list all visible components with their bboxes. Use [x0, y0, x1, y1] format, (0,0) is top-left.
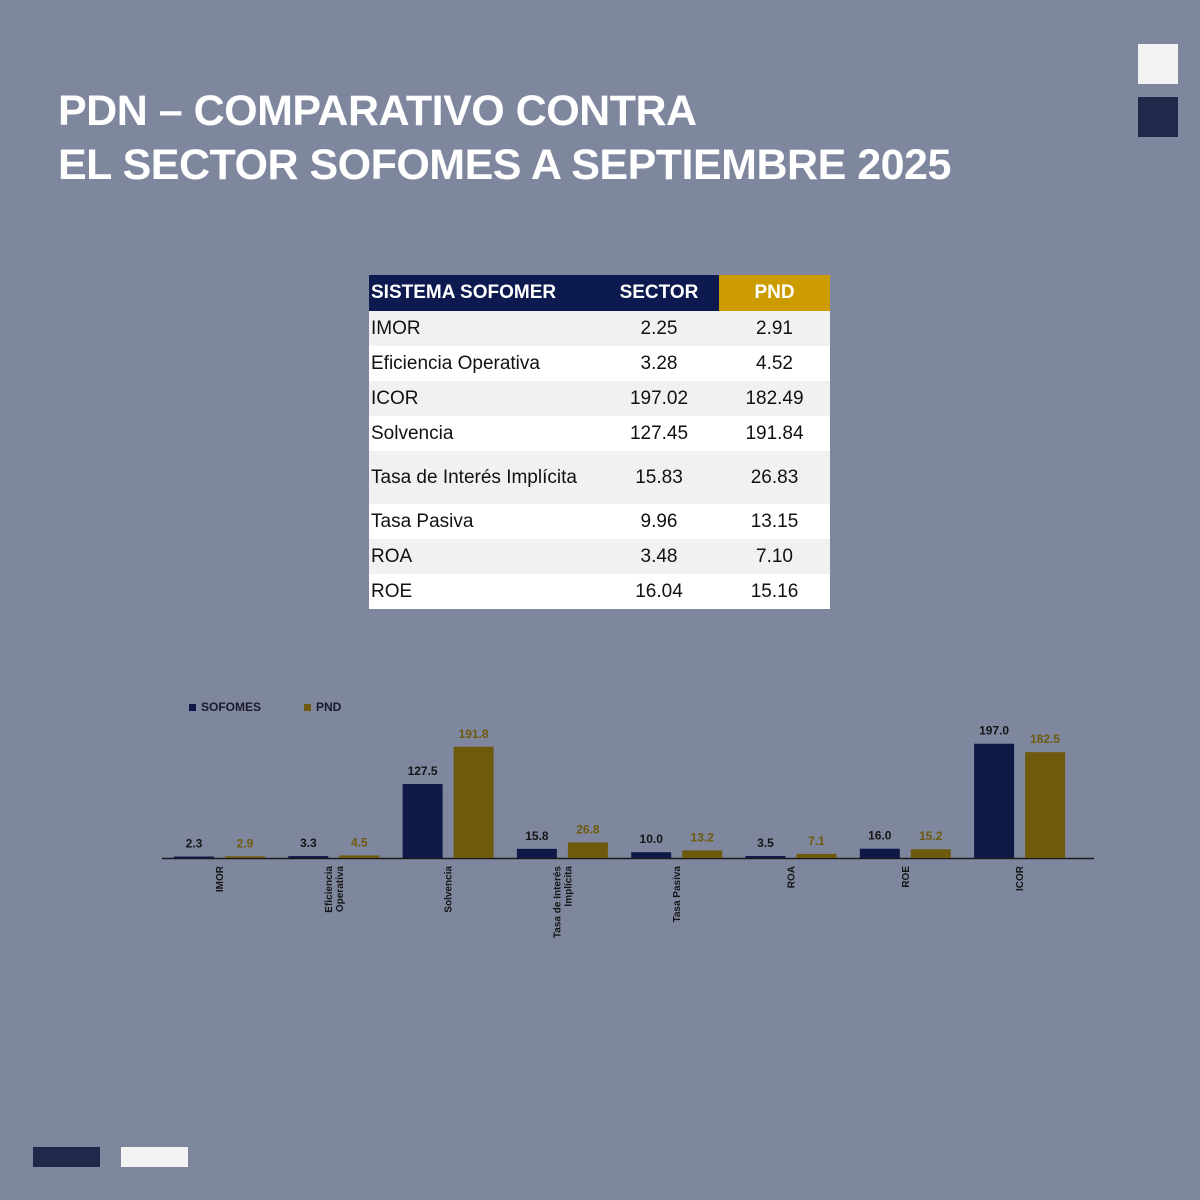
bar-pnd — [1025, 752, 1066, 858]
row-pnd: 4.52 — [719, 346, 830, 381]
table-header-row: SISTEMA SOFOMER SECTOR PND — [369, 275, 830, 311]
bar-sofomes — [174, 856, 214, 858]
header-pnd: PND — [719, 275, 830, 311]
bar-sofomes — [974, 743, 1015, 858]
table-row: Eficiencia Operativa 3.28 4.52 — [369, 346, 830, 381]
data-label-sofomes: 16.0 — [868, 829, 892, 843]
decorative-square-white — [1138, 44, 1178, 84]
row-pnd: 13.15 — [719, 504, 830, 539]
data-label-pnd: 191.8 — [459, 727, 489, 741]
table-row: Solvencia 127.45 191.84 — [369, 416, 830, 451]
category-label: Tasa de Interés — [552, 866, 563, 939]
header-sistema: SISTEMA SOFOMER — [369, 275, 599, 311]
row-name: Tasa de Interés Implícita — [369, 451, 599, 504]
row-name: IMOR — [369, 311, 599, 346]
bar-pnd — [453, 746, 494, 858]
row-sector: 16.04 — [599, 574, 719, 609]
bar-pnd — [910, 849, 951, 858]
row-name: ROE — [369, 574, 599, 609]
table-row: Tasa Pasiva 9.96 13.15 — [369, 504, 830, 539]
data-label-pnd: 7.1 — [808, 834, 825, 848]
legend-label-sofomes: SOFOMES — [201, 700, 261, 714]
data-label-sofomes: 3.5 — [757, 836, 774, 850]
category-label: Solvencia — [444, 866, 455, 913]
row-sector: 3.28 — [599, 346, 719, 381]
category-label: ICOR — [1015, 865, 1026, 891]
data-label-sofomes: 3.3 — [300, 836, 317, 850]
data-label-sofomes: 2.3 — [186, 837, 203, 851]
bar-sofomes — [631, 852, 672, 858]
row-sector: 127.45 — [599, 416, 719, 451]
row-name: Eficiencia Operativa — [369, 346, 599, 381]
data-label-pnd: 13.2 — [691, 830, 715, 844]
category-label: ROE — [901, 866, 912, 888]
table-row: ROA 3.48 7.10 — [369, 539, 830, 574]
legend-label-pnd: PND — [316, 700, 342, 714]
data-label-sofomes: 127.5 — [408, 764, 438, 778]
bar-sofomes — [288, 856, 329, 858]
data-label-pnd: 26.8 — [576, 822, 600, 836]
row-sector: 3.48 — [599, 539, 719, 574]
data-label-sofomes: 10.0 — [640, 832, 664, 846]
row-name: Tasa Pasiva — [369, 504, 599, 539]
row-name: ROA — [369, 539, 599, 574]
row-pnd: 7.10 — [719, 539, 830, 574]
decorative-square-navy — [1138, 97, 1178, 137]
data-label-pnd: 15.2 — [919, 829, 943, 843]
data-label-sofomes: 197.0 — [979, 724, 1009, 738]
data-label-pnd: 182.5 — [1030, 732, 1060, 746]
bar-pnd — [225, 856, 265, 858]
table-row: ROE 16.04 15.16 — [369, 574, 830, 609]
legend-swatch-sofomes — [189, 704, 196, 711]
header-sector: SECTOR — [599, 275, 719, 311]
bar-sofomes — [402, 784, 443, 858]
row-sector: 197.02 — [599, 381, 719, 416]
row-pnd: 182.49 — [719, 381, 830, 416]
bar-pnd — [682, 850, 723, 858]
category-label: Tasa Pasiva — [672, 866, 683, 923]
row-sector: 15.83 — [599, 451, 719, 504]
title-line-1: PDN – COMPARATIVO CONTRA — [58, 87, 697, 135]
data-label-sofomes: 15.8 — [525, 829, 549, 843]
data-label-pnd: 4.5 — [351, 835, 368, 849]
row-pnd: 15.16 — [719, 574, 830, 609]
category-label: Implícita — [563, 866, 574, 907]
table-row: IMOR 2.25 2.91 — [369, 311, 830, 346]
comparison-table: SISTEMA SOFOMER SECTOR PND IMOR 2.25 2.9… — [369, 275, 830, 609]
decorative-bar-white — [121, 1147, 188, 1167]
bar-pnd — [339, 855, 380, 858]
row-pnd: 2.91 — [719, 311, 830, 346]
bar-pnd — [796, 853, 837, 858]
row-sector: 2.25 — [599, 311, 719, 346]
legend-swatch-pnd — [304, 704, 311, 711]
row-pnd: 26.83 — [719, 451, 830, 504]
category-label: ROA — [787, 866, 798, 888]
bar-sofomes — [859, 848, 900, 858]
bar-pnd — [567, 842, 608, 858]
title-line-2: EL SECTOR SOFOMES A SEPTIEMBRE 2025 — [58, 141, 951, 189]
row-name: ICOR — [369, 381, 599, 416]
bar-sofomes — [516, 848, 557, 858]
data-label-pnd: 2.9 — [237, 836, 254, 850]
bar-chart: SOFOMES PND 2.3 2.9 IMOR 3.3 4.5 Eficiencia Oper… — [162, 700, 1094, 939]
category-label: IMOR — [215, 865, 226, 892]
category-label: Eficiencia — [324, 866, 335, 913]
row-name: Solvencia — [369, 416, 599, 451]
bar-sofomes — [745, 855, 786, 858]
decorative-bar-navy — [33, 1147, 100, 1167]
row-sector: 9.96 — [599, 504, 719, 539]
table-row: Tasa de Interés Implícita 15.83 26.83 — [369, 451, 830, 504]
page-title: PDN – COMPARATIVO CONTRA EL SECTOR SOFOM… — [58, 84, 951, 192]
table-row: ICOR 197.02 182.49 — [369, 381, 830, 416]
row-pnd: 191.84 — [719, 416, 830, 451]
category-label: Operativa — [335, 866, 346, 913]
